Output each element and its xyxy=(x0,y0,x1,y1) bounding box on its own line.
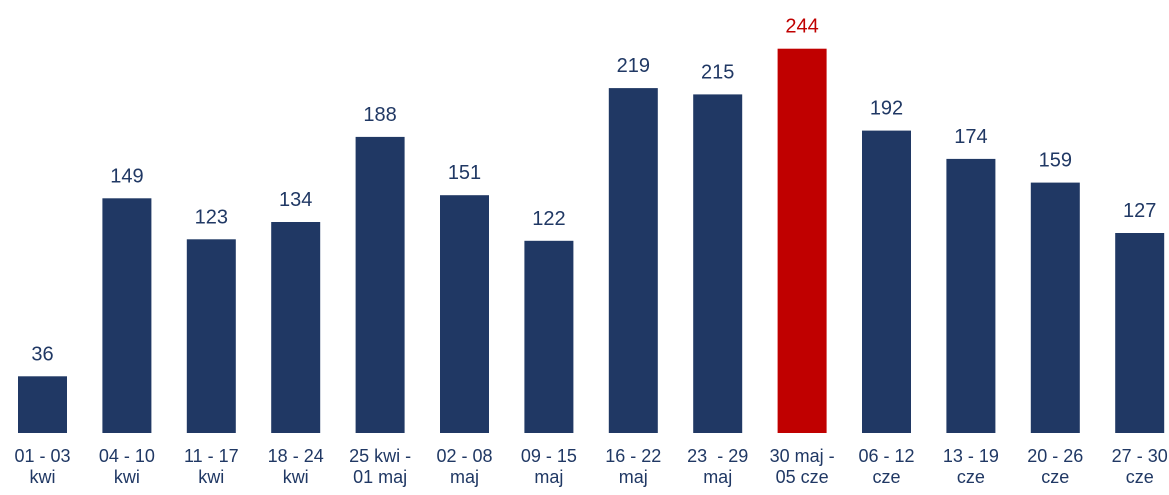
category-label-line: 02 - 08 xyxy=(436,446,492,466)
bar-10 xyxy=(862,130,911,433)
category-label-12: 20 - 26 cze xyxy=(1027,446,1083,487)
category-label-line: 11 - 17 xyxy=(184,446,239,466)
category-label-line: maj xyxy=(450,467,479,487)
bar-13 xyxy=(1115,233,1165,433)
bar-4 xyxy=(355,136,405,433)
value-label-3: 134 xyxy=(279,189,312,211)
value-label-10: 192 xyxy=(870,98,903,120)
category-label-line: maj xyxy=(703,467,732,487)
value-label-4: 188 xyxy=(363,104,396,126)
category-label-line: 30 maj - xyxy=(770,446,835,466)
category-label-line: 01 - 03 xyxy=(14,446,70,466)
category-label-line: kwi xyxy=(30,467,56,487)
category-label-5: 02 - 08 maj xyxy=(436,446,492,487)
bar-9 xyxy=(777,48,827,433)
value-label-11: 174 xyxy=(954,126,987,148)
category-label-line: kwi xyxy=(198,467,224,487)
bar-11 xyxy=(946,158,996,433)
category-label-0: 01 - 03 kwi xyxy=(14,446,70,487)
category-label-6: 09 - 15 maj xyxy=(521,446,577,487)
category-label-line: kwi xyxy=(114,467,140,487)
category-label-line: cze xyxy=(872,467,900,487)
category-label-line: 06 - 12 xyxy=(858,446,914,466)
value-labels-layer: 36 149 123 134 188 151 122 219 215 244 192 174 159 12… xyxy=(31,16,1156,366)
category-label-line: 01 maj xyxy=(353,467,407,487)
category-label-line: 23 - 29 xyxy=(687,446,748,466)
category-label-10: 06 - 12 cze xyxy=(858,446,914,487)
category-label-7: 16 - 22 maj xyxy=(605,446,661,487)
category-label-line: 18 - 24 xyxy=(268,446,324,466)
value-label-9: 244 xyxy=(785,16,818,38)
category-label-line: 16 - 22 xyxy=(605,446,661,466)
bar-1 xyxy=(102,198,152,433)
category-label-line: 09 - 15 xyxy=(521,446,577,466)
category-label-4: 25 kwi -01 maj xyxy=(349,446,411,487)
bar-0 xyxy=(18,376,67,433)
category-label-8: 23 - 29 maj xyxy=(687,446,748,487)
bar-12 xyxy=(1030,182,1080,433)
category-label-line: 27 - 30 xyxy=(1112,446,1168,466)
category-label-13: 27 - 30 cze xyxy=(1112,446,1168,487)
value-label-0: 36 xyxy=(31,343,53,365)
value-label-8: 215 xyxy=(701,61,734,83)
category-label-line: kwi xyxy=(283,467,309,487)
category-label-line: cze xyxy=(1126,467,1154,487)
bar-6 xyxy=(524,240,574,433)
bar-3 xyxy=(271,222,321,433)
category-label-line: 25 kwi - xyxy=(349,446,411,466)
category-label-line: cze xyxy=(957,467,985,487)
value-label-12: 159 xyxy=(1039,150,1072,172)
bar-8 xyxy=(693,94,743,434)
bars-layer xyxy=(18,48,1165,434)
category-label-line: 05 cze xyxy=(776,467,829,487)
category-label-9: 30 maj -05 cze xyxy=(770,446,835,487)
category-label-line: 20 - 26 xyxy=(1027,446,1083,466)
value-label-5: 151 xyxy=(448,162,481,184)
value-label-13: 127 xyxy=(1123,200,1156,222)
category-label-line: 13 - 19 xyxy=(943,446,999,466)
category-label-2: 11 - 17 kwi xyxy=(184,446,239,487)
value-label-1: 149 xyxy=(110,165,143,187)
category-label-3: 18 - 24 kwi xyxy=(268,446,324,487)
bar-7 xyxy=(608,88,658,433)
category-label-line: maj xyxy=(534,467,563,487)
value-label-2: 123 xyxy=(195,206,228,228)
category-label-line: maj xyxy=(619,467,648,487)
category-label-line: 04 - 10 xyxy=(99,446,155,466)
value-label-7: 219 xyxy=(617,55,650,77)
category-label-11: 13 - 19 cze xyxy=(943,446,999,487)
category-label-line: cze xyxy=(1041,467,1069,487)
value-label-6: 122 xyxy=(532,208,565,230)
bar-5 xyxy=(440,195,489,433)
bar-2 xyxy=(186,239,236,433)
category-label-1: 04 - 10 kwi xyxy=(99,446,155,487)
